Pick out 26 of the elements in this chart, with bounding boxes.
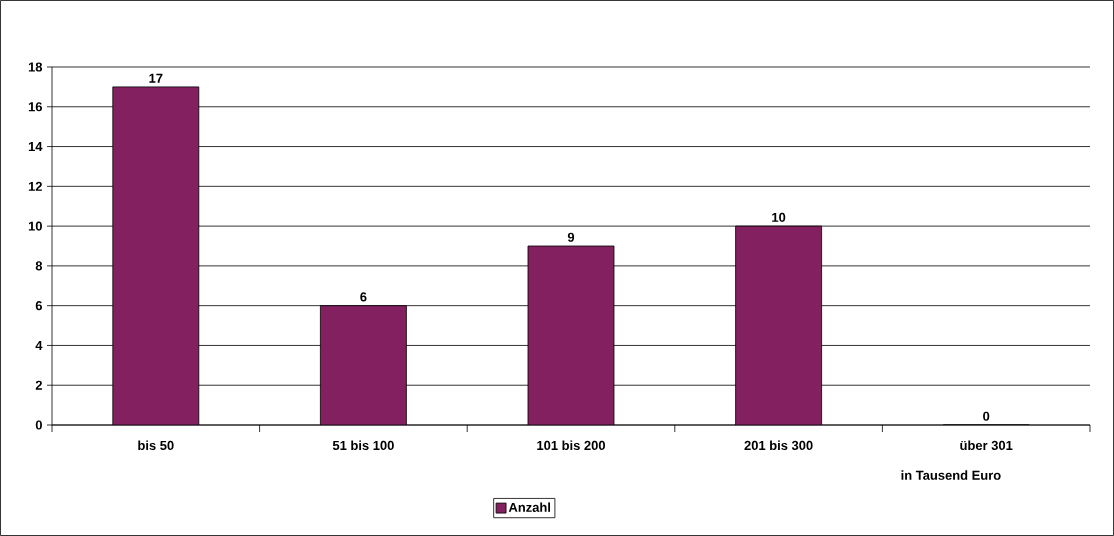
bar <box>735 225 822 425</box>
y-tick-label: 8 <box>35 261 43 271</box>
y-tick-label: 18 <box>28 62 43 72</box>
x-tick-label: bis 50 <box>138 440 174 451</box>
data-label: 9 <box>567 232 575 242</box>
data-label: 0 <box>983 411 990 421</box>
y-tick-label: 12 <box>28 181 42 191</box>
y-tick-label: 6 <box>35 301 43 311</box>
x-tick-label: 51 bis 100 <box>332 440 394 451</box>
y-tick-label: 10 <box>28 221 42 231</box>
bar <box>527 245 615 425</box>
legend-label: Anzahl <box>508 502 550 512</box>
bar <box>112 86 200 425</box>
y-tick-label: 16 <box>28 102 43 112</box>
data-label: 10 <box>772 212 786 222</box>
x-tick-label: 201 bis 300 <box>744 440 813 451</box>
y-tick-label: 2 <box>35 380 42 390</box>
x-tick-label: 101 bis 200 <box>537 440 606 451</box>
x-tick-label: über 301 <box>960 440 1013 451</box>
y-tick-label: 14 <box>28 142 43 152</box>
y-tick-label: 4 <box>35 340 43 350</box>
data-label: 17 <box>149 73 163 83</box>
data-label: 6 <box>360 292 367 302</box>
bar <box>320 305 407 425</box>
x-axis-title: in Tausend Euro <box>901 470 1001 480</box>
y-tick-label: 0 <box>35 420 42 430</box>
